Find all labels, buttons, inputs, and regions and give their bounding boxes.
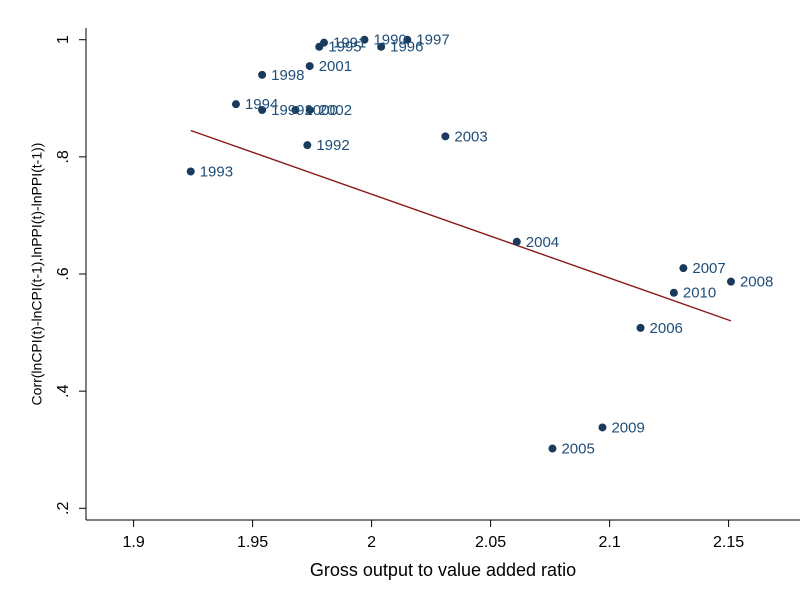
data-point-1990 xyxy=(360,35,369,44)
data-point-2007 xyxy=(679,264,688,273)
data-point-2009 xyxy=(598,423,607,432)
point-label-2004: 2004 xyxy=(526,234,559,251)
y-tick-label: .4 xyxy=(55,384,72,397)
data-point-2004 xyxy=(512,237,521,246)
data-point-1994 xyxy=(231,100,240,109)
y-tick-label: .6 xyxy=(55,267,72,280)
point-label-2009: 2009 xyxy=(611,419,644,436)
point-label-2003: 2003 xyxy=(454,128,487,145)
plot-area xyxy=(86,28,800,520)
x-tick-label: 1.95 xyxy=(237,534,268,551)
point-label-2007: 2007 xyxy=(692,260,725,277)
data-point-2006 xyxy=(636,323,645,332)
data-point-1999 xyxy=(258,106,267,114)
point-label-1999: 1999 xyxy=(271,102,304,119)
point-label-1998: 1998 xyxy=(271,67,304,84)
data-point-1992 xyxy=(303,141,312,150)
data-point-1996 xyxy=(377,42,386,51)
point-label-2008: 2008 xyxy=(740,274,773,291)
point-label-2005: 2005 xyxy=(561,441,594,458)
fitted-line xyxy=(190,129,732,322)
point-label-2002: 2002 xyxy=(319,102,352,119)
data-point-2000 xyxy=(291,106,300,114)
point-label-2000: 2000 xyxy=(304,102,337,119)
x-tick-label: 2.15 xyxy=(713,534,744,551)
axes: 1.9 1.95 2 2.05 2.1 2.15 .2 .4 .6 .8 1 xyxy=(55,28,800,551)
data-point-1993 xyxy=(186,167,195,176)
data-point-1997 xyxy=(403,35,412,44)
y-axis-title: Corr(lnCPI(t)-lnCPI(t-1),lnPPI(t)-lnPPI(… xyxy=(29,143,45,406)
point-label-1996: 1996 xyxy=(390,39,423,56)
data-point-2003 xyxy=(441,132,450,141)
point-label-2001: 2001 xyxy=(319,58,352,75)
point-label-1994: 1994 xyxy=(245,96,278,113)
point-label-1990: 1990 xyxy=(373,32,406,49)
point-label-2010: 2010 xyxy=(683,285,716,302)
x-tick-label: 2.05 xyxy=(475,534,506,551)
x-tick-label: 2 xyxy=(367,534,376,551)
point-label-1992: 1992 xyxy=(316,137,349,154)
data-point-2008 xyxy=(726,277,735,286)
fitted-line-group xyxy=(190,129,732,322)
point-label-1995: 1995 xyxy=(328,39,361,56)
data-point-2002 xyxy=(305,106,314,114)
y-tick-label: 1 xyxy=(55,35,72,44)
data-point-2005 xyxy=(548,444,557,453)
data-points xyxy=(186,35,735,453)
point-label-1997: 1997 xyxy=(416,32,449,49)
data-point-1991 xyxy=(320,38,328,47)
y-tick-label: .8 xyxy=(55,150,72,163)
x-tick-label: 2.1 xyxy=(598,534,620,551)
data-point-2010 xyxy=(669,288,678,297)
x-axis-title: Gross output to value added ratio xyxy=(310,560,576,580)
point-label-2006: 2006 xyxy=(650,320,683,337)
data-point-1998 xyxy=(258,70,267,79)
point-label-1991: 1991 xyxy=(333,35,366,52)
point-label-1993: 1993 xyxy=(200,164,233,181)
data-point-2001 xyxy=(305,62,314,71)
y-tick-label: .2 xyxy=(55,502,72,515)
x-tick-label: 1.9 xyxy=(122,534,144,551)
